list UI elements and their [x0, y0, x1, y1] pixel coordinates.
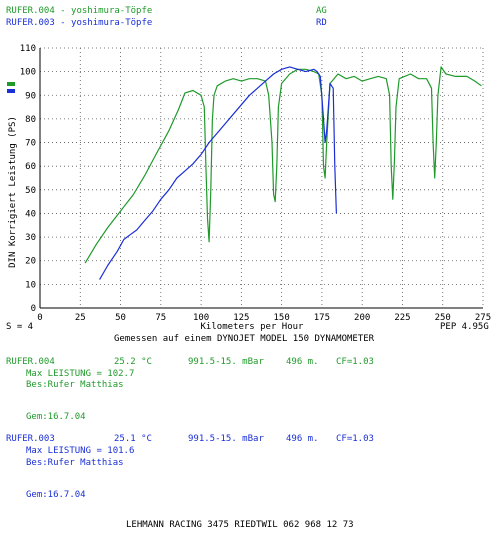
legend-name-1: RUFER.004 - yoshimura-Töpfe: [6, 6, 153, 16]
run2-name: RUFER.003: [6, 434, 55, 444]
run2-cf: CF=1.03: [336, 434, 374, 444]
run1-gem: Gem:16.7.04: [26, 412, 86, 422]
run1-bes: Bes:Rufer Matthias: [26, 380, 124, 390]
chart-grid: [40, 47, 484, 308]
run2-temp: 25.1 °C: [114, 434, 152, 444]
y-tick-label: 90: [25, 91, 36, 101]
x-tick-label: 0: [37, 313, 42, 323]
run1-name: RUFER.004: [6, 357, 55, 367]
measured-note: Gemessen auf einem DYNOJET MODEL 150 DYN…: [114, 334, 375, 344]
y-tick-label: 60: [25, 162, 36, 172]
run2-bes: Bes:Rufer Matthias: [26, 458, 124, 468]
series-line-1: [84, 66, 482, 264]
x-tick-label: 250: [435, 313, 451, 323]
chart-series: [84, 66, 482, 280]
y-tick-label: 20: [25, 257, 36, 267]
y-tick-label: 10: [25, 280, 36, 290]
run2-altitude: 496 m.: [286, 434, 319, 444]
x-tick-label: 150: [274, 313, 290, 323]
series-line-2: [99, 66, 337, 280]
y-tick-label: 80: [25, 115, 36, 125]
y-tick-label: 40: [25, 209, 36, 219]
x-tick-label: 75: [155, 313, 166, 323]
y-tick-label: 110: [20, 44, 36, 54]
dyno-chart: 0 25 50 75 100 125 150 175 200 225 250 275 0 10 20 30 40…: [7, 44, 491, 332]
legend-code-1: AG: [316, 6, 327, 16]
legend-swatch-blue: [7, 89, 15, 93]
x-axis-label: Kilometers per Hour: [201, 322, 305, 332]
footer-address: LEHMANN RACING 3475 RIEDTWIL 062 968 12 …: [126, 520, 354, 530]
legend-name-2: RUFER.003 - yoshimura-Töpfe: [6, 18, 153, 28]
y-axis-label: DIN Korrigiert Leistung (PS): [8, 116, 18, 268]
y-tick-label: 70: [25, 139, 36, 149]
run2-pressure: 991.5-15. mBar: [188, 434, 264, 444]
run2-max: Max LEISTUNG = 101.6: [26, 446, 135, 456]
x-tick-label: 25: [75, 313, 86, 323]
y-tick-label: 30: [25, 233, 36, 243]
run1-cf: CF=1.03: [336, 357, 374, 367]
x-tick-label: 125: [233, 313, 249, 323]
legend-swatch-green: [7, 82, 15, 86]
run1-temp: 25.2 °C: [114, 357, 152, 367]
run1-altitude: 496 m.: [286, 357, 319, 367]
x-tick-label: 175: [314, 313, 330, 323]
run1-max: Max LEISTUNG = 102.7: [26, 369, 135, 379]
chart-axes: 0 25 50 75 100 125 150 175 200 225 250 275 0 10 20 30 40…: [20, 44, 491, 323]
x-tick-label: 100: [193, 313, 209, 323]
run2-gem: Gem:16.7.04: [26, 490, 86, 500]
pep-label: PEP 4.95G: [440, 322, 489, 332]
x-tick-label: 200: [354, 313, 370, 323]
x-tick-label: 50: [115, 313, 126, 323]
run1-pressure: 991.5-15. mBar: [188, 357, 264, 367]
y-tick-label: 0: [31, 304, 36, 314]
x-tick-label: 225: [394, 313, 410, 323]
y-tick-label: 50: [25, 186, 36, 196]
x-tick-label: 275: [475, 313, 491, 323]
legend-code-2: RD: [316, 18, 327, 28]
s-label: S = 4: [6, 322, 34, 332]
y-tick-label: 100: [20, 68, 36, 78]
